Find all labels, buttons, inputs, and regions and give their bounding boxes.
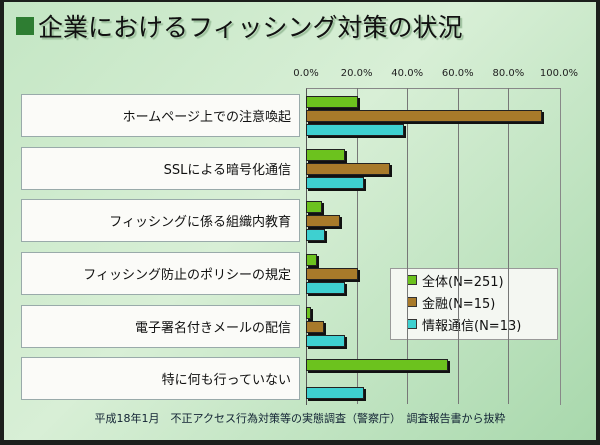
bar [306, 176, 365, 189]
bar [306, 306, 312, 319]
bar [306, 96, 358, 108]
tick-label: 100.0% [539, 68, 579, 79]
bar [306, 359, 449, 372]
category-text: フィッシングに係る組織内教育 [109, 215, 291, 231]
legend-label: 全体(N=251) [422, 274, 504, 290]
category-text: ホームページ上での注意喚起 [122, 110, 291, 125]
category-text: 特に何も行っていない [161, 373, 291, 389]
category-label: 特に何も行っていない [21, 357, 300, 401]
gridline [508, 88, 510, 404]
tick-label: 0.0% [293, 68, 319, 79]
bar [306, 215, 341, 228]
category-label: 電子署名付きメールの配信 [21, 304, 300, 348]
category-text: SSLによる暗号化通信 [163, 162, 291, 178]
gridline [457, 88, 459, 404]
bar [306, 334, 346, 347]
bar [306, 320, 324, 333]
bar [306, 148, 345, 161]
bar [306, 124, 404, 136]
bar [306, 229, 326, 242]
bar [306, 268, 358, 280]
category-label: フィッシングに係る組織内教育 [21, 199, 300, 243]
category-label: ホームページ上での注意喚起 [21, 94, 300, 137]
tick-label: 80.0% [492, 68, 525, 79]
gridline [356, 88, 358, 404]
bar [306, 387, 365, 400]
gridline [407, 88, 409, 404]
category-text: フィッシング防止のポリシーの規定 [83, 268, 291, 283]
tick-label: 20.0% [340, 68, 373, 79]
slide: 企業におけるフィッシング対策の状況 全体(N=251)金融(N=15)情報通信(… [4, 2, 596, 440]
bar [306, 110, 543, 122]
legend-label: 情報通信(N=13) [422, 318, 522, 334]
title-text: 企業におけるフィッシング対策の状況 [38, 13, 463, 42]
bar [306, 201, 323, 214]
bar [306, 282, 346, 294]
category-label: SSLによる暗号化通信 [21, 146, 300, 190]
square-bullet-icon [16, 17, 34, 35]
source-note: 平成18年1月 不正アクセス行為対策等の実態調査（警察庁） 調査報告書から抜粋 [94, 412, 506, 425]
slide-title: 企業におけるフィッシング対策の状況 [16, 8, 463, 44]
bar [306, 254, 318, 266]
bar [306, 162, 391, 175]
category-text: 電子署名付きメールの配信 [134, 320, 291, 336]
category-label: フィッシング防止のポリシーの規定 [21, 252, 300, 295]
tick-label: 40.0% [391, 68, 424, 79]
plot-area [306, 88, 561, 405]
legend: 全体(N=251)金融(N=15)情報通信(N=13) [390, 268, 558, 340]
tick-label: 60.0% [441, 68, 474, 79]
